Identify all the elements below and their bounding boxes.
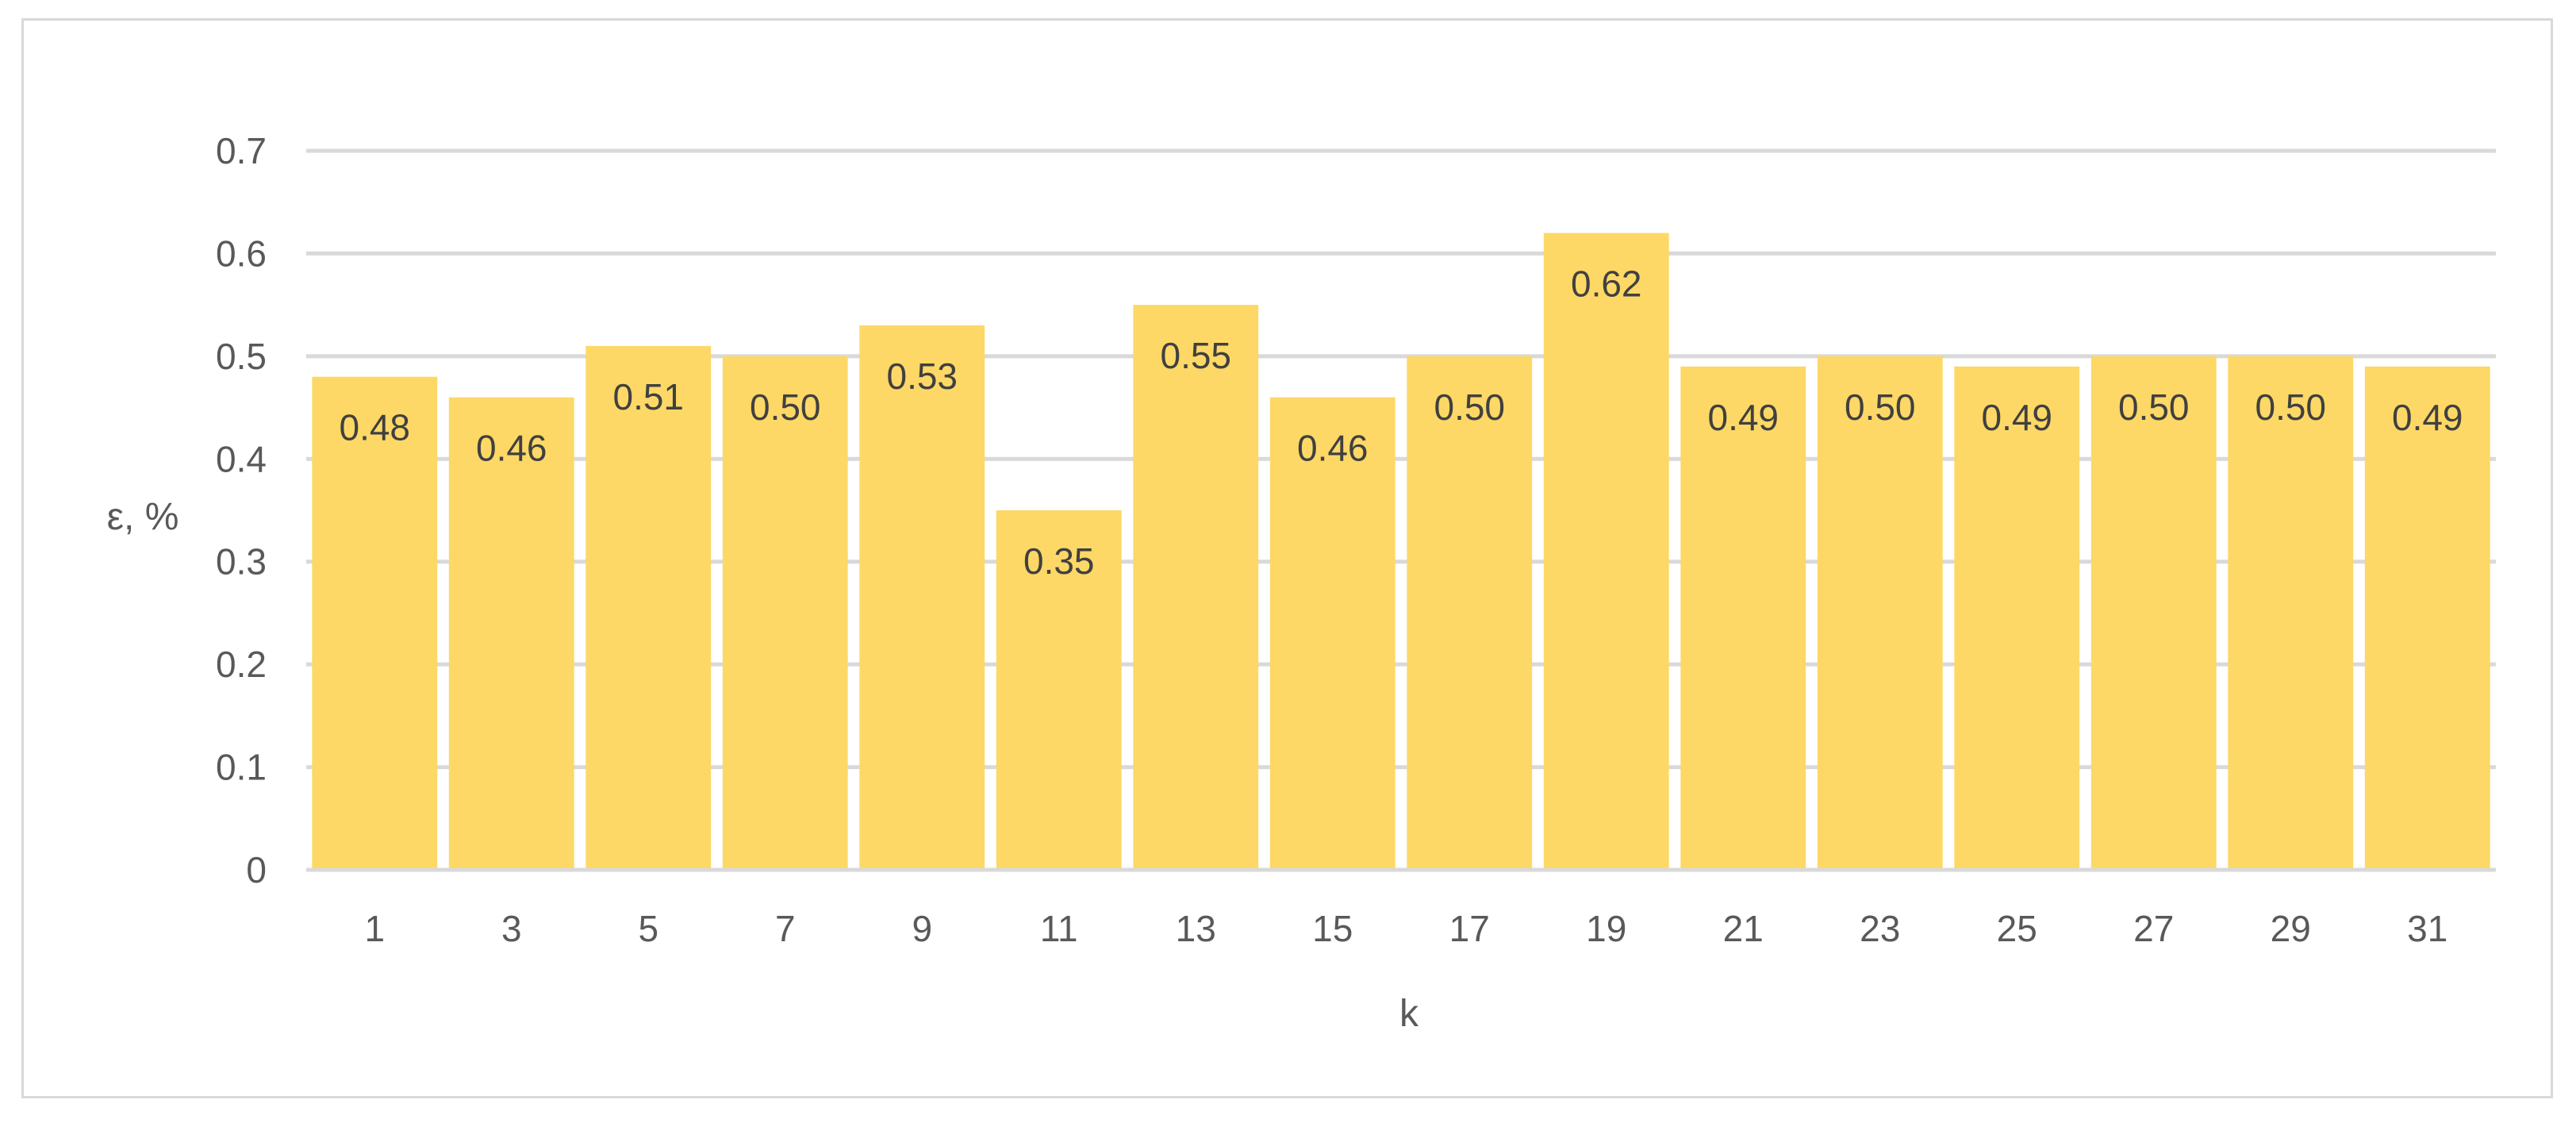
x-tick-label: 13 (1176, 908, 1216, 949)
bar-17 (1407, 356, 1533, 870)
y-axis-title: ε, % (107, 496, 179, 538)
bar-25 (1954, 366, 2080, 870)
data-label: 0.49 (1707, 397, 1779, 438)
bar-23 (1817, 356, 1943, 870)
y-tick-label: 0.6 (216, 233, 267, 274)
data-label: 0.50 (2255, 387, 2326, 428)
x-tick-label: 17 (1449, 908, 1490, 949)
x-tick-label: 21 (1723, 908, 1764, 949)
x-tick-label: 25 (1997, 908, 2037, 949)
bar-31 (2364, 366, 2490, 870)
x-tick-label: 27 (2133, 908, 2174, 949)
data-label: 0.53 (886, 356, 958, 397)
bar-19 (1543, 233, 1669, 870)
data-label: 0.46 (1297, 428, 1369, 469)
bar-21 (1680, 366, 1806, 870)
data-label: 0.50 (750, 387, 821, 428)
x-tick-label: 29 (2271, 908, 2311, 949)
data-label: 0.48 (339, 407, 410, 448)
x-tick-label: 11 (1040, 908, 1078, 949)
bar-5 (585, 345, 712, 870)
data-label: 0.49 (1981, 397, 2052, 438)
x-tick-label: 1 (364, 908, 385, 949)
bar-15 (1269, 397, 1395, 871)
x-axis-title: k (1399, 993, 1419, 1035)
data-label: 0.49 (2392, 397, 2463, 438)
y-tick-label: 0.2 (216, 644, 267, 685)
bars (312, 233, 2490, 871)
x-axis-tick-labels: 1 3 5 7 9 11 13 15 17 19 21 23 25 27 29 31 (364, 908, 2447, 949)
y-axis-tick-labels: 0 0.1 0.2 0.3 0.4 0.5 0.6 0.7 (216, 130, 267, 890)
data-label: 0.55 (1160, 335, 1231, 376)
bar-29 (2228, 356, 2354, 870)
y-tick-label: 0 (246, 849, 267, 890)
bar-9 (859, 325, 985, 870)
y-tick-label: 0.5 (216, 336, 267, 377)
data-label: 0.50 (2118, 387, 2190, 428)
bar-3 (448, 397, 574, 871)
data-label: 0.62 (1571, 263, 1642, 305)
bar-7 (722, 356, 848, 870)
bar-13 (1133, 305, 1259, 871)
y-tick-label: 0.7 (216, 130, 267, 171)
y-tick-label: 0.4 (216, 438, 267, 479)
y-tick-label: 0.1 (216, 747, 267, 788)
x-tick-label: 23 (1860, 908, 1900, 949)
data-label: 0.51 (612, 376, 684, 417)
bar-27 (2090, 356, 2217, 870)
x-tick-label: 31 (2407, 908, 2447, 949)
bar-11 (996, 510, 1122, 870)
x-tick-label: 19 (1586, 908, 1626, 949)
data-label: 0.35 (1023, 540, 1095, 582)
data-label: 0.46 (476, 428, 547, 469)
y-tick-label: 0.3 (216, 541, 267, 583)
data-label: 0.50 (1845, 387, 1916, 428)
x-tick-label: 15 (1312, 908, 1353, 949)
bar-1 (312, 376, 438, 870)
data-labels: 0.48 0.46 0.51 0.50 0.53 0.35 0.55 0.46 0.50 0.62… (339, 263, 2463, 582)
x-tick-label: 7 (775, 908, 796, 949)
data-label: 0.50 (1434, 387, 1505, 428)
x-tick-label: 5 (638, 908, 658, 949)
x-tick-label: 9 (912, 908, 932, 949)
x-tick-label: 3 (501, 908, 522, 949)
